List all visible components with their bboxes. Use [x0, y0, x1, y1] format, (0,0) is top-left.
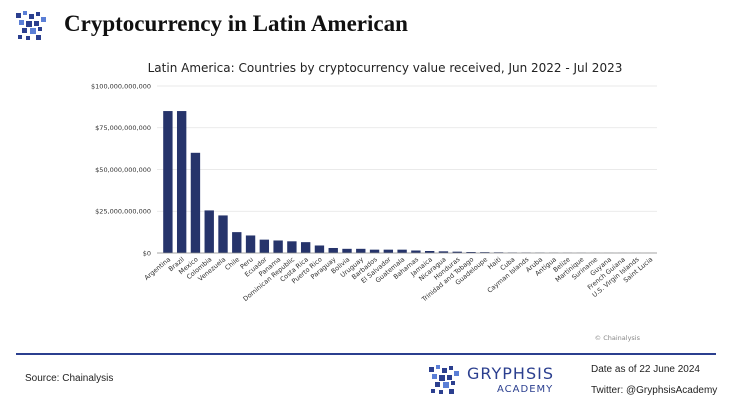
date-label: Date as of 22 June 2024	[591, 364, 700, 375]
bar	[383, 249, 394, 253]
x-tick-labels: ArgentinaBrazilMexicoColombiaVenezuelaCh…	[143, 255, 655, 304]
bar	[411, 250, 421, 253]
bar	[232, 232, 242, 254]
bar	[273, 240, 283, 253]
brand-subtitle: ACADEMY	[497, 384, 554, 395]
bar	[314, 245, 325, 253]
bar	[397, 249, 407, 253]
bar-chart: Latin America: Countries by cryptocurren…	[91, 61, 657, 342]
y-tick-label: $0	[143, 249, 151, 257]
bar	[163, 111, 173, 253]
chart-title: Latin America: Countries by cryptocurren…	[148, 61, 623, 75]
twitter-handle: Twitter: @GryphsisAcademy	[591, 385, 718, 396]
bar	[342, 248, 352, 253]
page-title: Cryptocurrency in Latin American	[64, 11, 408, 36]
brand-name: GRYPHSIS	[467, 364, 554, 383]
y-tick-label: $25,000,000,000	[95, 208, 151, 216]
gryphon-logo-icon	[16, 11, 46, 40]
y-tick-label: $75,000,000,000	[95, 124, 151, 132]
bar	[438, 251, 449, 253]
chart-source-note: © Chainalysis	[595, 334, 641, 342]
y-tick-label: $100,000,000,000	[91, 82, 151, 90]
bar	[190, 152, 201, 253]
chart-grid	[157, 85, 657, 212]
chart-bars	[163, 111, 655, 254]
bar	[452, 251, 462, 253]
bar	[466, 252, 476, 253]
y-tick-label: $50,000,000,000	[95, 166, 151, 174]
gryphsis-logo-icon	[429, 365, 459, 394]
bar	[204, 210, 214, 253]
bar	[176, 111, 187, 253]
bar	[356, 248, 366, 253]
y-tick-labels: $0 $25,000,000,000 $50,000,000,000 $75,000,…	[91, 82, 151, 257]
footer-divider	[16, 353, 716, 355]
bar	[300, 242, 311, 253]
bar	[424, 251, 435, 253]
bar	[245, 235, 256, 253]
bar	[369, 249, 380, 253]
bar	[287, 241, 297, 253]
bar	[480, 252, 490, 253]
bar	[218, 215, 228, 253]
source-label: Source: Chainalysis	[25, 373, 114, 384]
brand-block: GRYPHSIS ACADEMY	[427, 363, 587, 399]
bar	[259, 239, 270, 253]
bar	[328, 247, 338, 253]
